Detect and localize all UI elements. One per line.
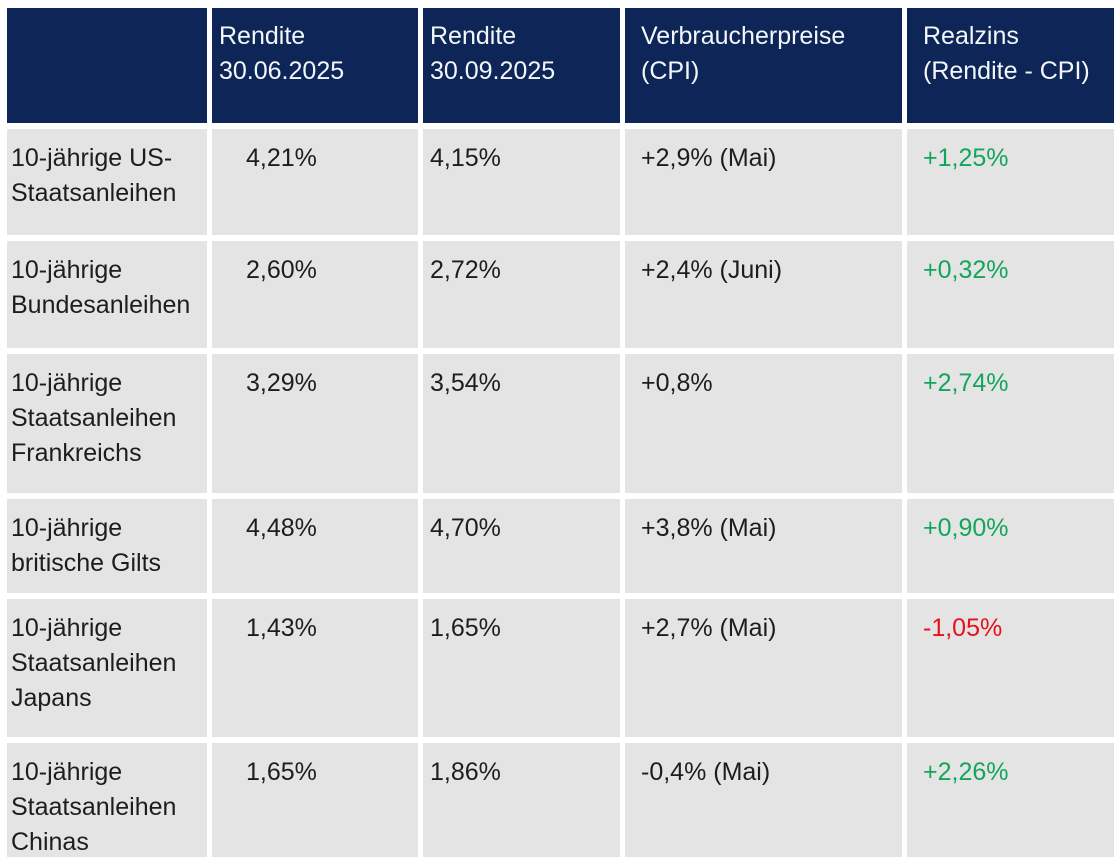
realzins-cell: +0,32% <box>907 241 1114 348</box>
cpi-cell: +3,8% (Mai) <box>625 499 902 593</box>
cpi-cell: +2,7% (Mai) <box>625 599 902 737</box>
rendite-30-06-cell: 4,21% <box>212 129 418 235</box>
rendite-30-09-cell: 1,86% <box>423 743 620 857</box>
header-cell-realzins: Realzins (Rendite - CPI) <box>907 8 1114 123</box>
row-label-staatsanleihen-japans: 10-jährige Staatsanleihen Japans <box>7 599 207 737</box>
rendite-30-09-cell: 2,72% <box>423 241 620 348</box>
header-cell-rendite-30-09-2025: Rendite 30.09.2025 <box>423 8 620 123</box>
row-label-us-staatsanleihen: 10-jährige US-Staatsanleihen <box>7 129 207 235</box>
header-cell-verbraucherpreise-cpi: Verbraucherpreise (CPI) <box>625 8 902 123</box>
realzins-cell: +2,74% <box>907 354 1114 493</box>
cpi-cell: +2,4% (Juni) <box>625 241 902 348</box>
header-cell-empty <box>7 8 207 123</box>
row-label-staatsanleihen-frankreichs: 10-jährige Staatsanleihen Frankreichs <box>7 354 207 493</box>
realzins-cell: +1,25% <box>907 129 1114 235</box>
rendite-30-09-cell: 3,54% <box>423 354 620 493</box>
rendite-30-06-cell: 2,60% <box>212 241 418 348</box>
realzins-cell: +2,26% <box>907 743 1114 857</box>
rendite-30-06-cell: 3,29% <box>212 354 418 493</box>
rendite-30-09-cell: 4,70% <box>423 499 620 593</box>
cpi-cell: -0,4% (Mai) <box>625 743 902 857</box>
realzins-cell: -1,05% <box>907 599 1114 737</box>
row-label-staatsanleihen-chinas: 10-jährige Staatsanleihen Chinas <box>7 743 207 857</box>
rendite-30-06-cell: 1,65% <box>212 743 418 857</box>
realzins-cell: +0,90% <box>907 499 1114 593</box>
cpi-cell: +0,8% <box>625 354 902 493</box>
rendite-30-06-cell: 1,43% <box>212 599 418 737</box>
row-label-britische-gilts: 10-jährige britische Gilts <box>7 499 207 593</box>
header-cell-rendite-30-06-2025: Rendite 30.06.2025 <box>212 8 418 123</box>
rendite-30-06-cell: 4,48% <box>212 499 418 593</box>
rendite-30-09-cell: 4,15% <box>423 129 620 235</box>
row-label-bundesanleihen: 10-jährige Bundesanleihen <box>7 241 207 348</box>
bond-yield-table: Rendite 30.06.2025 Rendite 30.09.2025 Ve… <box>7 8 1114 857</box>
cpi-cell: +2,9% (Mai) <box>625 129 902 235</box>
rendite-30-09-cell: 1,65% <box>423 599 620 737</box>
